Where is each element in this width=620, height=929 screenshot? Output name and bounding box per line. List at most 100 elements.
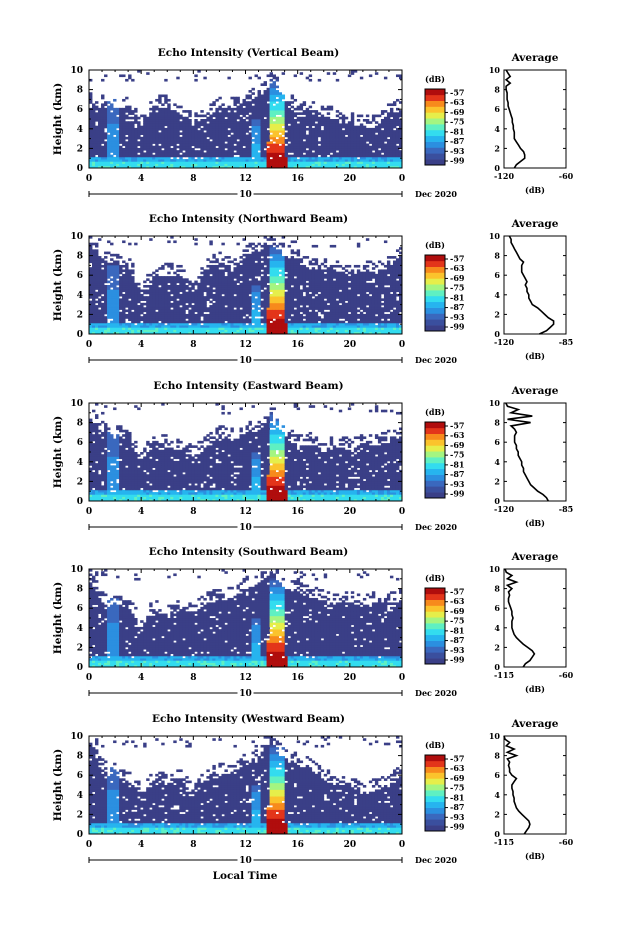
heatmap-cell	[140, 316, 144, 319]
heatmap-cell	[146, 300, 150, 304]
heatmap-cell	[110, 150, 114, 153]
heatmap-cell	[230, 271, 234, 275]
heatmap-cell	[314, 154, 319, 158]
heatmap-cell	[224, 132, 228, 135]
heatmap-cell	[257, 145, 261, 149]
heatmap-cell	[251, 163, 255, 167]
heatmap-cell	[98, 316, 102, 319]
heatmap-cell	[95, 282, 99, 286]
heatmap-cell	[95, 285, 99, 288]
heatmap-cell	[179, 105, 183, 109]
heatmap-cell	[113, 163, 117, 167]
heatmap-cell	[107, 316, 111, 319]
heatmap-cell	[239, 132, 243, 135]
heatmap-cell	[278, 141, 283, 144]
heatmap-cell	[245, 121, 249, 124]
heatmap-cell	[182, 121, 186, 124]
heatmap-cell	[200, 296, 204, 299]
heatmap-cell	[257, 107, 261, 111]
heatmap-cell	[113, 161, 117, 164]
heatmap-cell	[161, 165, 165, 169]
heatmap-cell	[302, 150, 307, 153]
heatmap-cell	[395, 154, 400, 158]
heatmap-cell	[347, 123, 352, 127]
heatmap-cell	[128, 278, 132, 281]
heatmap-cell	[332, 134, 337, 138]
heatmap-cell	[239, 130, 243, 133]
heatmap-cell	[116, 320, 120, 324]
heatmap-cell	[128, 258, 132, 261]
heatmap-cell	[341, 147, 346, 151]
heatmap-cell	[98, 121, 102, 124]
heatmap-cell	[113, 300, 117, 304]
heatmap-cell	[140, 114, 144, 118]
heatmap-cell	[98, 280, 102, 284]
heatmap-cell	[248, 107, 252, 111]
heatmap-cell	[110, 147, 114, 151]
heatmap-cell	[146, 313, 150, 317]
heatmap-cell	[107, 110, 111, 113]
heatmap-cell	[314, 143, 319, 147]
heatmap-cell	[164, 280, 168, 284]
heatmap-cell	[293, 150, 298, 153]
heatmap-cell	[260, 107, 264, 111]
heatmap-cell	[383, 163, 388, 167]
heatmap-cell	[194, 141, 198, 144]
heatmap-cell	[332, 165, 337, 169]
heatmap-cell	[113, 285, 117, 288]
heatmap-cell	[269, 121, 273, 124]
heatmap-cell	[335, 110, 340, 113]
heatmap-cell	[392, 130, 397, 133]
heatmap-cell	[89, 316, 93, 319]
heatmap-cell	[140, 331, 144, 335]
heatmap-cell	[113, 273, 117, 277]
heatmap-cell	[311, 116, 316, 120]
heatmap-cell	[338, 127, 343, 131]
heatmap-cell	[149, 298, 153, 301]
heatmap-cell	[110, 278, 114, 281]
heatmap-cell	[170, 305, 174, 308]
heatmap-cell	[230, 260, 234, 264]
heatmap-cell	[335, 125, 340, 129]
heatmap-cell	[305, 159, 310, 162]
heatmap-cell	[272, 74, 276, 78]
heatmap-cell	[287, 114, 292, 118]
heatmap-cell	[254, 145, 258, 149]
heatmap-cell	[317, 78, 322, 82]
heatmap-cell	[383, 123, 388, 127]
heatmap-cell	[224, 134, 228, 138]
heatmap-cell	[365, 132, 370, 135]
heatmap-cell	[125, 322, 129, 326]
heatmap-cell	[95, 119, 99, 122]
heatmap-cell	[164, 287, 168, 290]
heatmap-cell	[326, 145, 331, 149]
heatmap-cell	[254, 141, 258, 144]
heatmap-cell	[281, 147, 286, 151]
heatmap-cell	[251, 123, 255, 127]
heatmap-cell	[191, 285, 195, 288]
heatmap-cell	[200, 289, 204, 293]
heatmap-cell	[266, 130, 270, 133]
heatmap-cell	[164, 300, 168, 304]
heatmap-cell	[155, 147, 159, 151]
heatmap-cell	[194, 242, 198, 246]
heatmap-cell	[323, 141, 328, 144]
heatmap-cell	[245, 244, 249, 248]
heatmap-cell	[389, 107, 394, 111]
heatmap-cell	[323, 147, 328, 151]
heatmap-cell	[95, 134, 99, 138]
heatmap-cell	[311, 121, 316, 124]
heatmap-cell	[110, 327, 114, 330]
heatmap-cell	[374, 127, 379, 131]
heatmap-cell	[116, 291, 120, 295]
heatmap-cell	[344, 127, 349, 131]
heatmap-cell	[272, 130, 276, 133]
heatmap-cell	[332, 156, 337, 160]
heatmap-cell	[386, 150, 391, 153]
heatmap-cell	[257, 156, 261, 160]
heatmap-cell	[164, 163, 168, 167]
heatmap-cell	[95, 163, 99, 167]
heatmap-cell	[278, 123, 283, 127]
heatmap-cell	[296, 105, 301, 109]
heatmap-cell	[188, 150, 192, 153]
